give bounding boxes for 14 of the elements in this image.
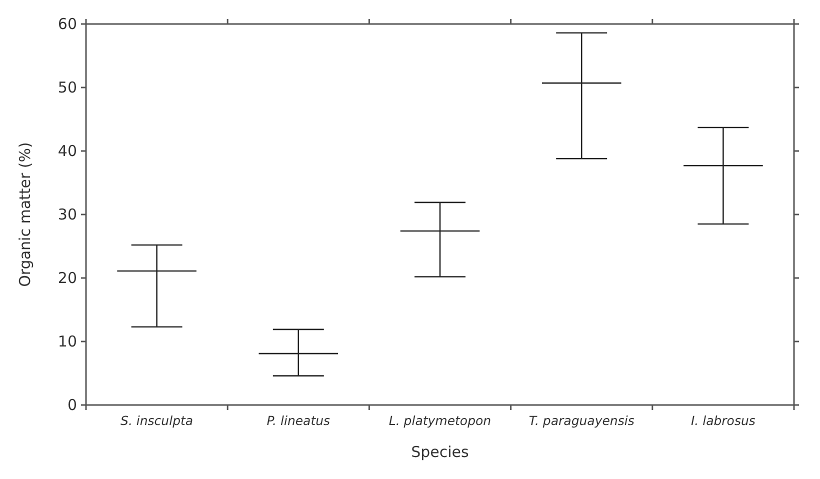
y-axis-title: Organic matter (%) [16,142,34,287]
x-tick-label: T. paraguayensis [528,413,635,428]
x-tick-label: L. platymetopon [388,413,492,428]
x-tick-label: P. lineatus [266,413,331,428]
y-tick-label: 40 [58,142,77,160]
y-tick-label: 20 [58,269,77,287]
y-tick-label: 50 [58,78,77,96]
y-tick-label: 0 [67,396,77,414]
y-tick-label: 10 [58,332,77,350]
y-tick-label: 30 [58,206,77,224]
x-tick-label: S. insculpta [120,413,194,428]
x-axis-title: Species [411,443,470,461]
x-tick-label: I. labrosus [690,413,756,428]
y-tick-label: 60 [58,15,77,33]
